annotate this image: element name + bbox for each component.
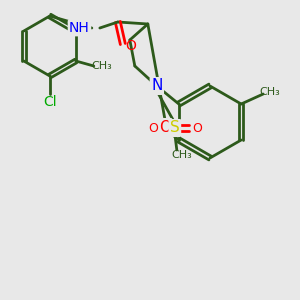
Text: CH₃: CH₃ <box>171 150 192 160</box>
Text: O: O <box>192 122 202 134</box>
Text: O: O <box>125 39 136 53</box>
Text: NH: NH <box>69 21 90 35</box>
Text: CH₃: CH₃ <box>92 61 112 71</box>
Text: CH₃: CH₃ <box>260 87 280 97</box>
Text: Cl: Cl <box>43 95 57 109</box>
Text: O: O <box>159 119 171 134</box>
Text: N: N <box>151 79 163 94</box>
Text: S: S <box>170 121 180 136</box>
Text: O: O <box>148 122 158 134</box>
